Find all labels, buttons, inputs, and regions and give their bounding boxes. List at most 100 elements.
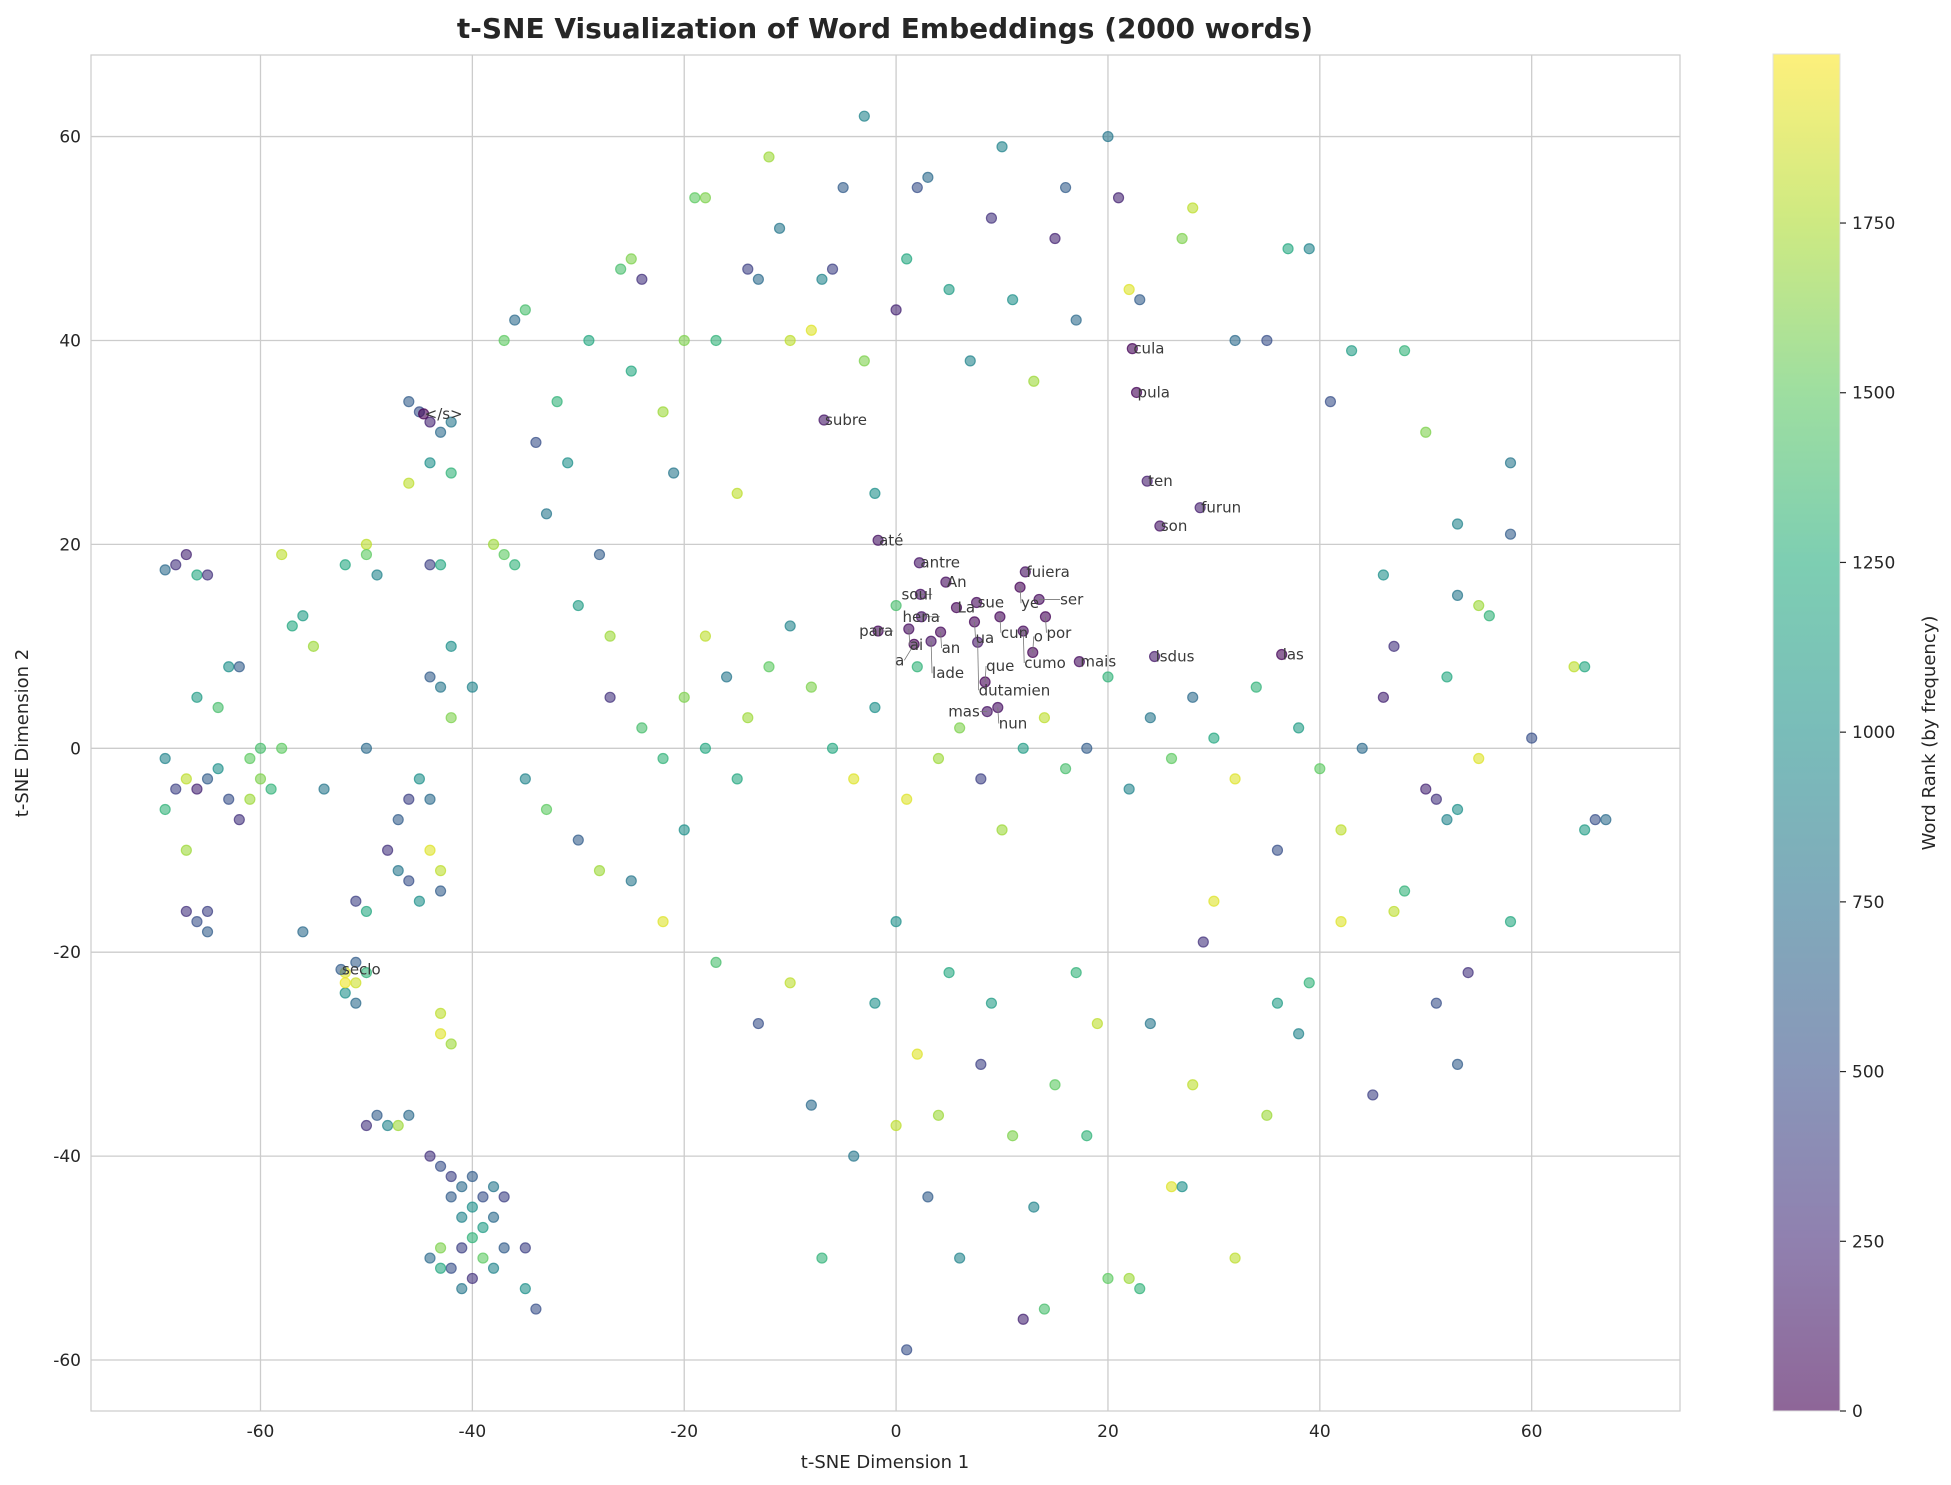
scatter-point: [996, 824, 1008, 836]
scatter-point: [1165, 752, 1178, 765]
scatter-point: [805, 1099, 817, 1111]
word-label: cumo: [1024, 654, 1066, 672]
y-tick-label: -60: [53, 1351, 81, 1371]
scatter-point: [1102, 1272, 1114, 1285]
scatter-point: [233, 661, 245, 673]
scatter-point: [350, 977, 362, 989]
colorbar-label: Word Rank (by frequency): [1919, 616, 1940, 851]
scatter-point: [625, 253, 637, 265]
plot-frame: [90, 54, 1681, 1412]
scatter-point: [392, 1119, 404, 1132]
colorbar-tick-label: 1000: [1852, 723, 1895, 743]
scatter-point: [360, 548, 373, 561]
scatter-point: [604, 691, 616, 703]
scatter-point: [191, 569, 203, 581]
scatter-point: [1049, 1079, 1061, 1091]
scatter-point: [1123, 783, 1135, 795]
annotation-leader-line: [1019, 587, 1022, 604]
scatter-point: [1038, 712, 1051, 724]
x-tick-label: -40: [458, 1422, 486, 1442]
y-tick-label: -40: [53, 1147, 81, 1167]
scatter-point: [784, 334, 796, 347]
scatter-point: [477, 1221, 489, 1234]
word-label: mas: [948, 703, 980, 721]
scatter-point: [657, 752, 669, 765]
scatter-point: [1007, 1130, 1019, 1142]
scatter-point: [1229, 1252, 1241, 1264]
scatter-point: [424, 416, 436, 428]
scatter-point: [1430, 997, 1442, 1009]
scatter-point: [350, 895, 362, 907]
word-label: furun: [1201, 499, 1241, 517]
annotation-leader-line: [984, 665, 987, 683]
scatter-point: [403, 477, 415, 489]
word-label: ai: [910, 636, 923, 654]
scatter-point: [1367, 1089, 1379, 1101]
scatter-point: [636, 722, 648, 734]
scatter-point: [678, 691, 690, 703]
word-label: até: [879, 531, 903, 549]
word-label: sue: [978, 593, 1005, 611]
scatter-point: [872, 534, 884, 546]
annotation-leader-line: [930, 641, 933, 674]
word-label: por: [1046, 624, 1072, 642]
scatter-point: [350, 956, 362, 968]
scatter-point: [1049, 232, 1061, 245]
scatter-point: [466, 1170, 478, 1183]
scatter-point: [1229, 773, 1241, 785]
scatter-point: [297, 926, 309, 938]
scatter-point: [434, 426, 447, 438]
scatter-point: [335, 963, 347, 976]
scatter-point: [604, 630, 616, 642]
scatter-point: [636, 273, 648, 285]
annotation-leader-line: [903, 644, 915, 661]
scatter-point: [1176, 232, 1188, 245]
scatter-point: [191, 783, 203, 795]
annotation-leader-line: [1022, 631, 1025, 664]
scatter-point: [1335, 824, 1347, 836]
scatter-point: [971, 596, 983, 609]
scatter-point: [424, 457, 436, 469]
scatter-point: [699, 742, 712, 754]
scatter-point: [1017, 1313, 1029, 1325]
scatter-point: [731, 773, 743, 785]
scatter-point: [180, 773, 192, 785]
colorbar-tick-label: 250: [1852, 1232, 1884, 1252]
scatter-point: [276, 548, 288, 561]
scatter-point: [1526, 732, 1538, 744]
word-label: cula: [1133, 340, 1164, 358]
word-label: An: [947, 573, 967, 591]
scatter-point: [964, 355, 976, 367]
scatter-point: [434, 865, 447, 877]
scatter-point: [392, 865, 404, 877]
scatter-point: [1028, 375, 1040, 387]
scatter-point: [593, 865, 606, 877]
scatter-point: [1102, 130, 1114, 143]
scatter-point: [318, 783, 330, 795]
scatter-point: [1473, 752, 1485, 765]
x-tick-label: -20: [670, 1422, 698, 1442]
scatter-point: [339, 559, 351, 571]
scatter-point: [954, 1252, 966, 1264]
scatter-point: [1589, 814, 1601, 826]
word-label: ten: [1148, 472, 1173, 490]
scatter-point: [1504, 916, 1517, 928]
scatter-point: [913, 557, 925, 569]
scatter-point: [1451, 803, 1464, 816]
scatter-point: [434, 885, 447, 897]
scatter-point: [360, 1119, 373, 1132]
word-label: para: [859, 622, 893, 640]
scatter-point: [424, 559, 436, 571]
scatter-point: [1451, 589, 1464, 601]
scatter-point: [742, 263, 754, 275]
scatter-point: [424, 844, 436, 856]
scatter-point: [540, 803, 553, 816]
scatter-point: [360, 905, 373, 918]
scatter-point: [615, 263, 627, 275]
scatter-point: [360, 742, 373, 754]
scatter-point: [1126, 343, 1138, 355]
scatter-point: [911, 1048, 923, 1060]
scatter-point: [1462, 966, 1474, 979]
word-label: La: [957, 599, 975, 617]
